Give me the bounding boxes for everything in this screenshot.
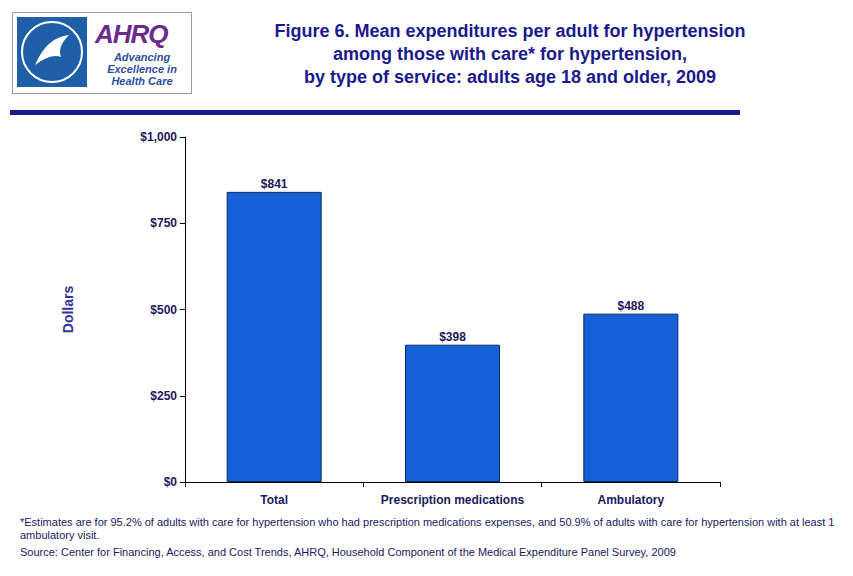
svg-text:$250: $250	[150, 389, 177, 403]
svg-text:Prescription medications: Prescription medications	[381, 493, 525, 507]
svg-text:Dollars: Dollars	[60, 286, 76, 334]
svg-text:$0: $0	[164, 475, 178, 489]
svg-text:$1,000: $1,000	[140, 130, 177, 144]
svg-text:$841: $841	[261, 177, 288, 191]
html-text:Figure 6. Mean expenditures pe: Figure 6. Mean expenditures per adult fo…	[274, 21, 746, 87]
html-text:Source: Center for Financing,: Source: Center for Financing, Access, an…	[20, 546, 676, 558]
svg-text:$750: $750	[150, 216, 177, 230]
html-text:AHRQ: AHRQ	[95, 19, 168, 49]
svg-text:$488: $488	[617, 299, 644, 313]
html-text:*Estimates are for 95.2% of ad: *Estimates are for 95.2% of adults with …	[20, 516, 835, 541]
html-text:Advancing Excellence in Health: Advancing Excellence in Health Care	[107, 51, 177, 87]
svg-text:$500: $500	[150, 303, 177, 317]
svg-text:Ambulatory: Ambulatory	[597, 493, 664, 507]
svg-text:$398: $398	[439, 330, 466, 344]
svg-text:Total: Total	[260, 493, 288, 507]
